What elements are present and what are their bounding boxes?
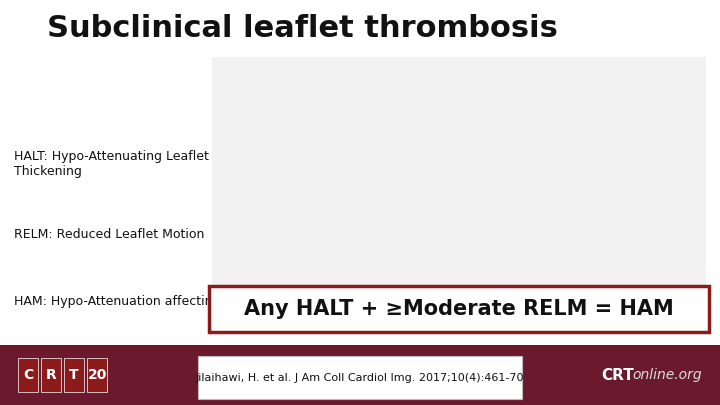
Text: 20: 20 [88,368,107,382]
Bar [41,358,61,392]
Text: CRT: CRT [601,367,634,383]
Text: C: C [23,368,33,382]
Text: Jilaihawi, H. et al. J Am Coll Cardiol Img. 2017;10(4):461-70: Jilaihawi, H. et al. J Am Coll Cardiol I… [196,373,524,383]
Text: HAM: Hypo-Attenuation affecting Motion: HAM: Hypo-Attenuation affecting Motion [14,295,267,308]
Text: T: T [69,368,79,382]
Text: RELM: Reduced Leaflet Motion: RELM: Reduced Leaflet Motion [14,228,204,241]
Bar [64,358,84,392]
Bar [18,358,38,392]
Bar [87,358,107,392]
Bar [198,356,522,399]
Text: Any HALT + ≥Moderate RELM = HAM: Any HALT + ≥Moderate RELM = HAM [244,299,674,319]
Text: Subclinical leaflet thrombosis: Subclinical leaflet thrombosis [47,14,558,43]
Text: online.org: online.org [632,368,702,382]
FancyBboxPatch shape [209,286,709,332]
Bar [212,57,706,286]
Text: R: R [46,368,56,382]
Bar [0,345,720,405]
Text: HALT: Hypo-Attenuating Leaflet
Thickening: HALT: Hypo-Attenuating Leaflet Thickenin… [14,150,210,178]
